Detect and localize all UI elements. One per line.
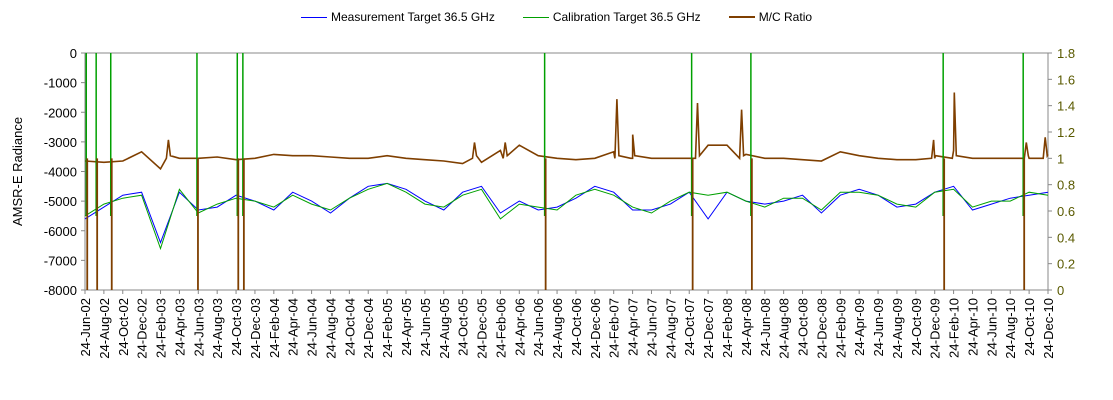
x-tick-label: 24-Jun-05 [418, 298, 433, 357]
series-line-0 [84, 182, 1049, 245]
x-tick-label: 24-Dec-09 [928, 298, 943, 359]
x-tick-label: 24-Aug-02 [97, 298, 112, 359]
x-tick-label: 24-Apr-04 [286, 298, 301, 356]
legend-label: Measurement Target 36.5 GHz [330, 10, 495, 24]
y2-tick-label: 1 [1057, 151, 1064, 166]
legend-item-calibration: Calibration Target 36.5 GHz [522, 10, 701, 24]
y2-tick-label: 0 [1057, 283, 1064, 298]
x-tick-label: 24-Aug-05 [437, 298, 452, 359]
y-tick-label: -8000 [44, 283, 77, 298]
x-tick-label: 24-Feb-09 [833, 298, 848, 358]
y2-tick-label: 0.4 [1057, 230, 1075, 245]
y-tick-label: -2000 [44, 105, 77, 120]
x-tick-label: 24-Jun-06 [531, 298, 546, 357]
series-line-2 [84, 92, 1049, 171]
x-tick-label: 24-Dec-04 [361, 298, 376, 359]
x-tick-label: 24-Aug-09 [890, 298, 905, 359]
legend-label: M/C Ratio [758, 10, 813, 24]
y-axis-title: AMSR-E Radiance [10, 117, 25, 226]
x-tick-label: 24-Oct-08 [796, 298, 811, 356]
x-tick-label: 24-Aug-10 [1003, 298, 1018, 359]
series-line-1 [84, 182, 1049, 251]
x-tick-label: 24-Feb-08 [720, 298, 735, 358]
x-tick-label: 24-Apr-05 [399, 298, 414, 356]
x-tick-label: 24-Dec-08 [814, 298, 829, 359]
legend-item-ratio: M/C Ratio [728, 10, 813, 24]
x-tick-label: 24-Apr-06 [512, 298, 527, 356]
x-tick-label: 24-Feb-07 [607, 298, 622, 358]
x-tick-label: 24-Dec-03 [248, 298, 263, 359]
y2-tick-label: 0.6 [1057, 204, 1075, 219]
x-tick-label: 24-Aug-07 [663, 298, 678, 359]
legend-label: Calibration Target 36.5 GHz [552, 10, 701, 24]
x-tick-label: 24-Oct-05 [456, 298, 471, 356]
x-tick-label: 24-Apr-10 [965, 298, 980, 356]
x-tick-label: 24-Dec-07 [701, 298, 716, 359]
legend: Measurement Target 36.5 GHz Calibration … [0, 10, 1113, 24]
y2-tick-label: 1.8 [1057, 46, 1075, 61]
y-tick-label: -4000 [44, 165, 77, 180]
x-tick-label: 24-Aug-08 [777, 298, 792, 359]
x-tick-label: 24-Jun-04 [305, 298, 320, 357]
x-tick-label: 24-Oct-10 [1022, 298, 1037, 356]
x-tick-label: 24-Oct-03 [229, 298, 244, 356]
plot-border [84, 52, 1049, 291]
y2-tick-label: 1.4 [1057, 99, 1075, 114]
x-tick-label: 24-Apr-03 [172, 298, 187, 356]
x-tick-label: 24-Oct-07 [682, 298, 697, 356]
x-tick-label: 24-Apr-08 [739, 298, 754, 356]
y2-tick-label: 1.6 [1057, 72, 1075, 87]
y2-tick-label: 0.2 [1057, 257, 1075, 272]
x-tick-label: 24-Oct-06 [569, 298, 584, 356]
x-tick-label: 24-Feb-04 [267, 298, 282, 358]
y-tick-label: -6000 [44, 224, 77, 239]
x-tick-label: 24-Aug-03 [210, 298, 225, 359]
x-tick-label: 24-Jun-02 [78, 298, 93, 357]
x-tick-label: 24-Oct-09 [909, 298, 924, 356]
y-tick-label: 0 [70, 46, 77, 61]
x-tick-label: 24-Dec-10 [1041, 298, 1056, 359]
y-tick-label: -1000 [44, 76, 77, 91]
legend-item-measurement: Measurement Target 36.5 GHz [300, 10, 495, 24]
x-tick-label: 24-Dec-02 [135, 298, 150, 359]
x-tick-label: 24-Aug-04 [323, 298, 338, 359]
x-tick-label: 24-Dec-05 [475, 298, 490, 359]
x-tick-label: 24-Feb-03 [154, 298, 169, 358]
x-tick-label: 24-Feb-05 [380, 298, 395, 358]
x-tick-label: 24-Jun-08 [758, 298, 773, 357]
x-tick-label: 24-Apr-07 [626, 298, 641, 356]
y2-tick-label: 1.2 [1057, 125, 1075, 140]
x-tick-label: 24-Apr-09 [852, 298, 867, 356]
x-tick-label: 24-Jun-03 [191, 298, 206, 357]
y-tick-label: -7000 [44, 253, 77, 268]
x-tick-label: 24-Feb-06 [493, 298, 508, 358]
x-tick-label: 24-Aug-06 [550, 298, 565, 359]
x-tick-label: 24-Jun-09 [871, 298, 886, 357]
y-tick-label: -3000 [44, 135, 77, 150]
x-tick-label: 24-Dec-06 [588, 298, 603, 359]
x-tick-label: 24-Feb-10 [947, 298, 962, 358]
x-tick-label: 24-Oct-02 [116, 298, 131, 356]
y-tick-label: -5000 [44, 194, 77, 209]
y2-tick-label: 0.8 [1057, 178, 1075, 193]
x-tick-label: 24-Oct-04 [342, 298, 357, 356]
x-tick-label: 24-Jun-10 [984, 298, 999, 357]
x-tick-label: 24-Jun-07 [644, 298, 659, 357]
